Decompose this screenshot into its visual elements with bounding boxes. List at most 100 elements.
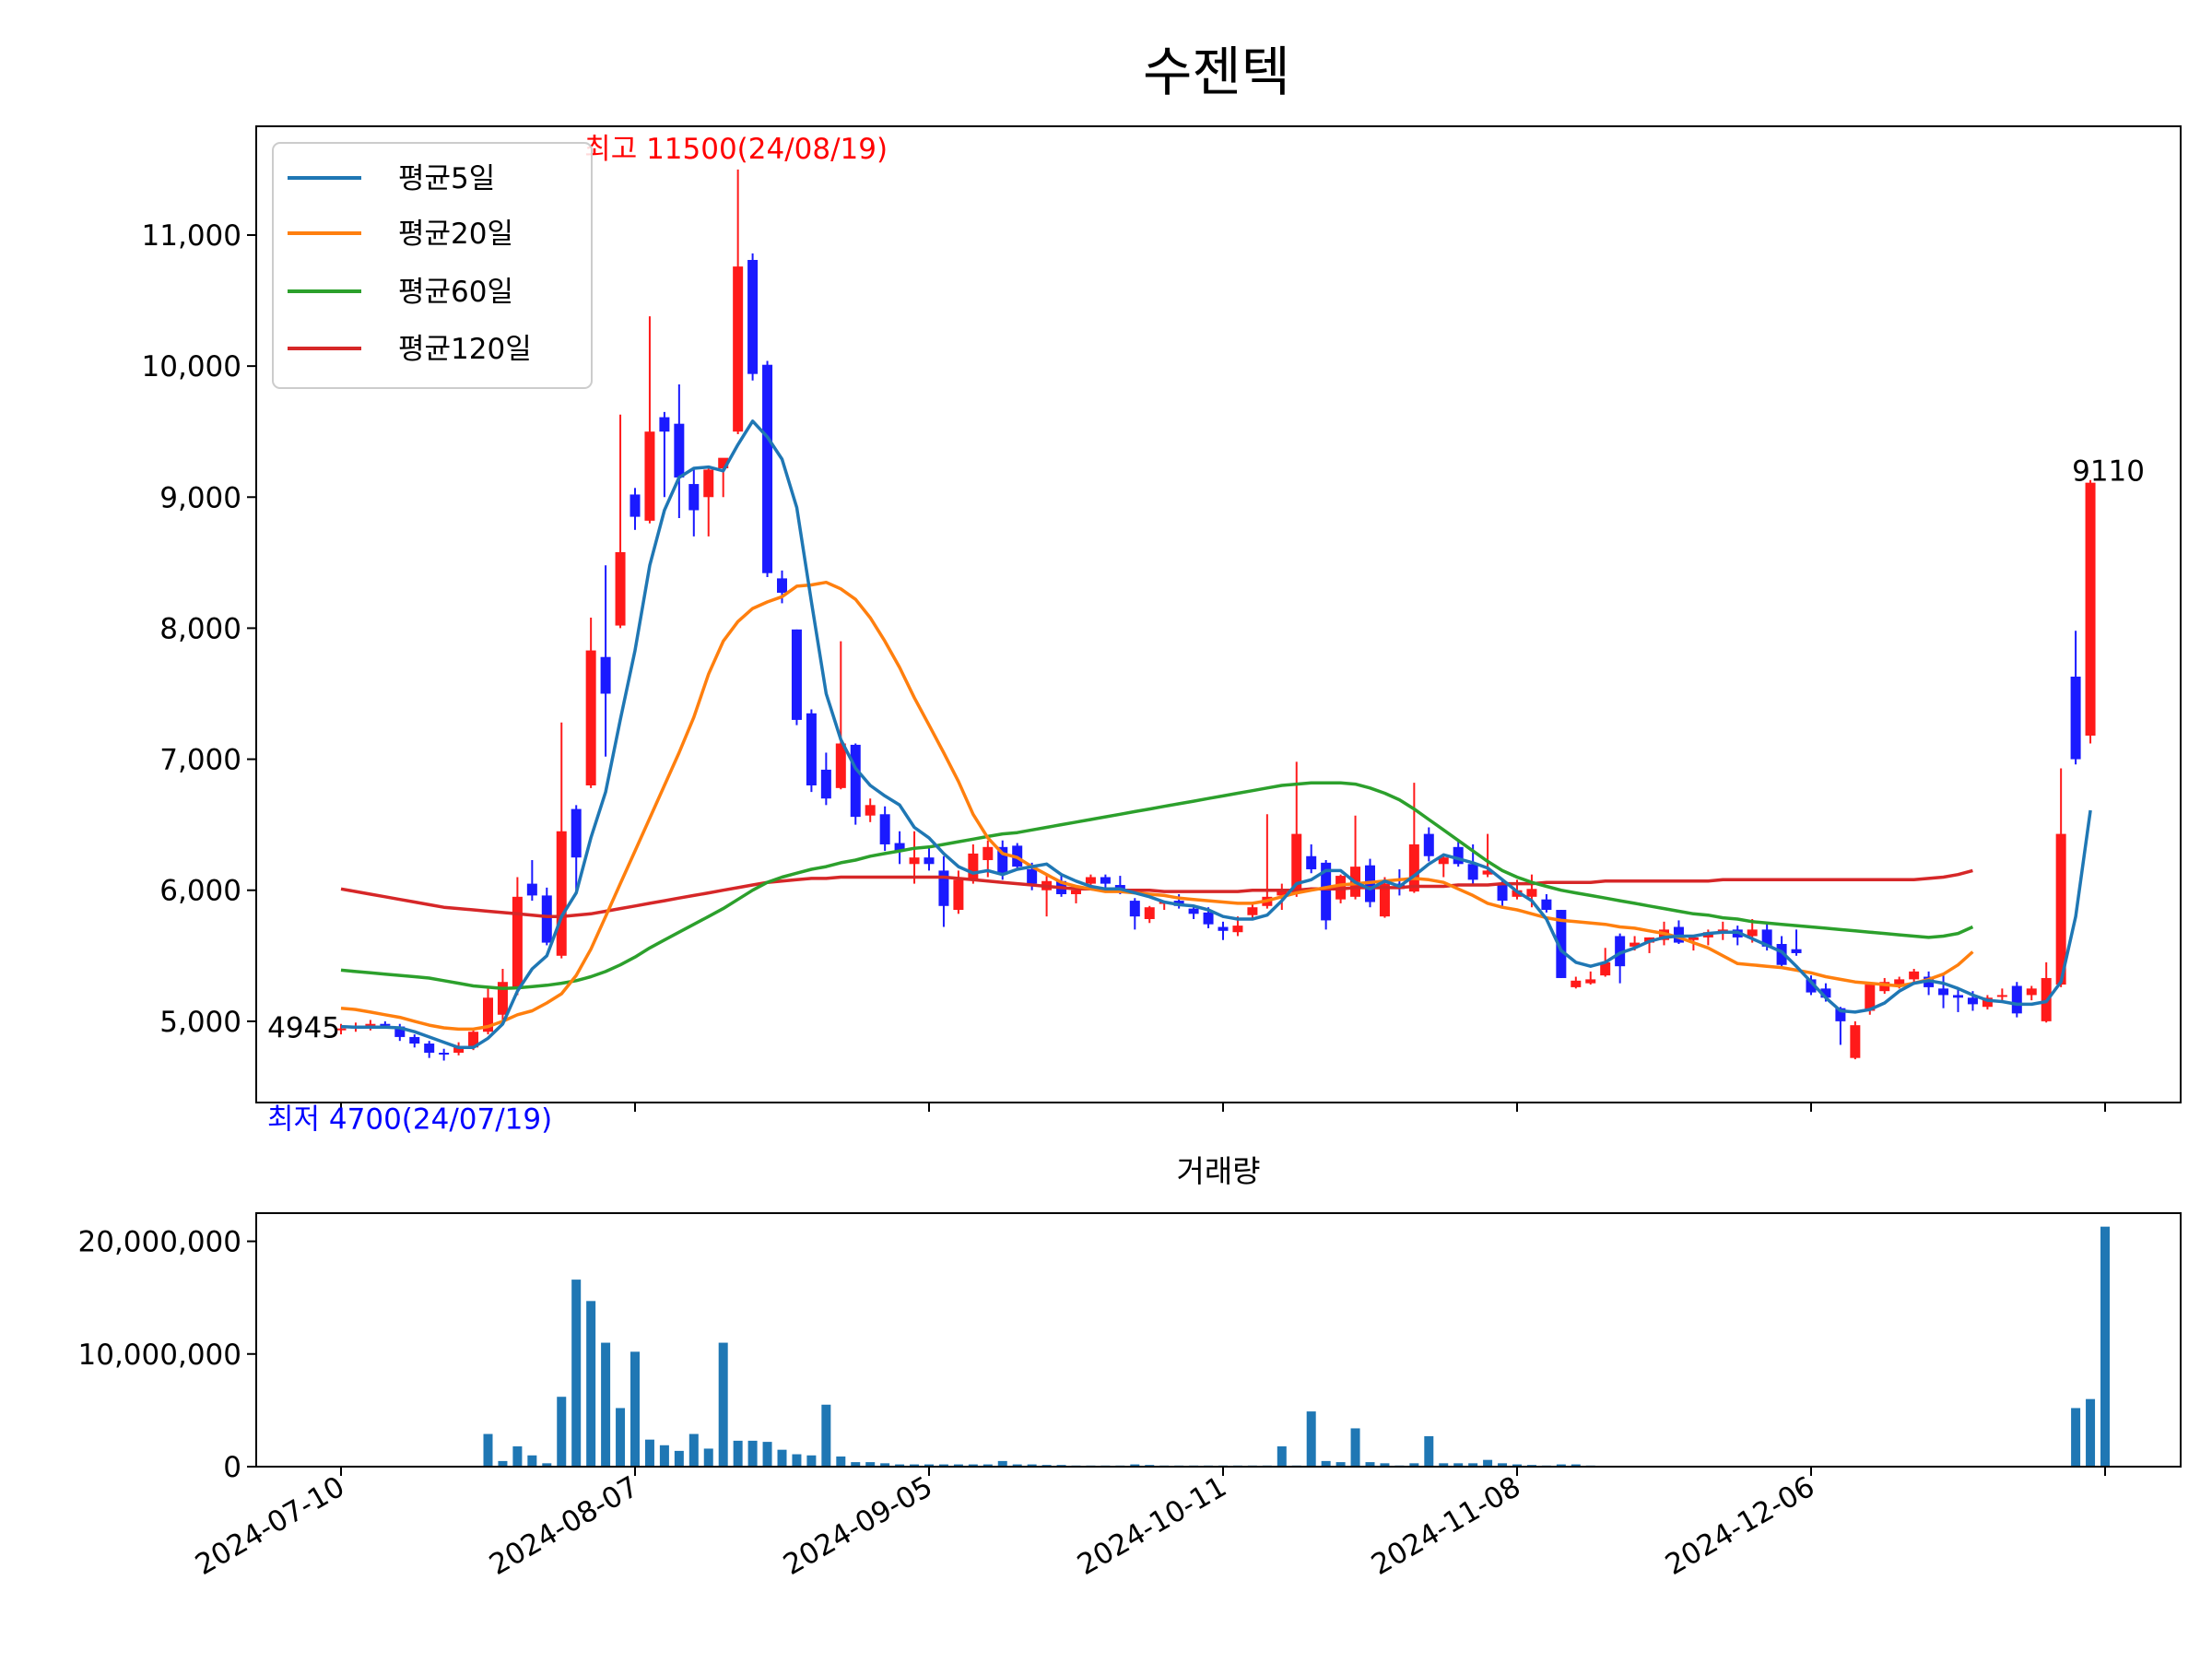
legend-label-ma60: 평균60일 [398, 276, 513, 309]
candle-body [335, 1028, 347, 1031]
volume-bar [968, 1464, 978, 1467]
candle-body [1408, 843, 1419, 892]
volume-bar [997, 1460, 1007, 1467]
volume-bar [1556, 1464, 1566, 1467]
volume-bar [630, 1351, 640, 1467]
volume-bar [718, 1342, 728, 1467]
candle-body [1615, 936, 1626, 967]
volume-bar [703, 1448, 713, 1467]
candle [1438, 853, 1449, 878]
candle-body [1894, 979, 1905, 985]
candle-body [703, 469, 714, 498]
candle-body [2026, 988, 2037, 996]
candle [791, 629, 802, 725]
candle-body [1512, 890, 1523, 897]
volume-bar [1012, 1464, 1022, 1467]
candle-body [924, 857, 935, 865]
candle [615, 414, 626, 629]
candle [439, 1048, 450, 1061]
volume-bar [1365, 1462, 1375, 1467]
price-tick-label: 7,000 [159, 744, 241, 777]
candle-body [556, 831, 567, 956]
candle-body [1571, 980, 1582, 987]
price-plot-frame [255, 125, 2182, 1103]
candle-body [1585, 979, 1596, 984]
volume-bar [659, 1445, 669, 1467]
candle-body [394, 1026, 406, 1037]
candle-body [1865, 985, 1876, 1011]
candle-body [1453, 846, 1464, 865]
candle-body [879, 814, 890, 844]
candle [938, 855, 949, 927]
candle [1541, 893, 1552, 913]
candle-body [526, 883, 537, 896]
volume-bar [982, 1464, 993, 1467]
volume-bar [1439, 1463, 1449, 1467]
candle-body [1071, 890, 1081, 894]
legend: 평균5일 평균20일 평균60일 평균120일 [272, 142, 593, 389]
candle-body [1423, 833, 1434, 856]
candle-body [688, 484, 700, 511]
candle-body [1541, 899, 1552, 911]
candle-body [1630, 942, 1641, 947]
low-annotation: 최저 4700(24/07/19) [267, 1103, 552, 1137]
volume-title: 거래량 [1176, 1153, 1260, 1189]
high-annotation: 최고 11500(24/08/19) [584, 133, 888, 166]
candle-body [512, 896, 523, 989]
volume-bar [1453, 1463, 1464, 1467]
candle [850, 743, 861, 825]
volume-bar [806, 1455, 817, 1467]
price-y-axis: 5,000 6,000 7,000 8,000 9,000 10,000 11,000 [142, 219, 256, 1039]
candle-body [968, 853, 979, 880]
volume-bar [895, 1464, 905, 1467]
volume-bar [688, 1433, 699, 1467]
volume-tick-label: 10,000,000 [78, 1339, 242, 1372]
candle-body [468, 1032, 479, 1048]
volume-plot-frame [255, 1212, 2182, 1468]
candle-body [820, 769, 831, 799]
candle [879, 806, 890, 852]
candle-body [747, 259, 759, 374]
candle-body [1232, 926, 1243, 933]
candle [1571, 976, 1582, 989]
volume-bar [1483, 1459, 1493, 1467]
candle [512, 877, 523, 996]
candle [1615, 933, 1626, 984]
candle-body [483, 997, 493, 1032]
volume-bar [512, 1446, 523, 1467]
candle-body [762, 364, 773, 573]
candle [1071, 889, 1081, 903]
candle-body [1188, 908, 1199, 914]
candle [747, 253, 759, 381]
candle-body [1306, 855, 1317, 869]
price-x-ticks [340, 1103, 2106, 1112]
candle [526, 860, 537, 902]
price-panel: 5,000 6,000 7,000 8,000 9,000 10,000 11,000 최고… [142, 125, 2182, 1137]
volume-bar [836, 1457, 846, 1467]
candle [968, 843, 979, 884]
candle-body [629, 494, 641, 517]
candle [762, 360, 773, 577]
candle-body [1909, 971, 1920, 980]
candle-body [1938, 988, 1949, 996]
candle [659, 411, 670, 498]
candle-body [541, 895, 552, 943]
candle [335, 1023, 347, 1035]
candle [733, 169, 744, 435]
candle [865, 798, 876, 822]
candle-body [1497, 883, 1508, 902]
candle-body [806, 713, 817, 786]
candle [1938, 975, 1949, 1008]
candle-body [997, 846, 1008, 875]
candle-body [1600, 961, 1611, 976]
candle-body [2055, 833, 2066, 985]
candle [1306, 843, 1317, 874]
candle-body [1277, 890, 1288, 896]
candle-body [791, 629, 802, 720]
volume-bar [938, 1464, 948, 1467]
candle-body [2070, 677, 2081, 760]
candle-body [1467, 864, 1478, 880]
legend-label-ma20: 평균20일 [398, 218, 513, 251]
